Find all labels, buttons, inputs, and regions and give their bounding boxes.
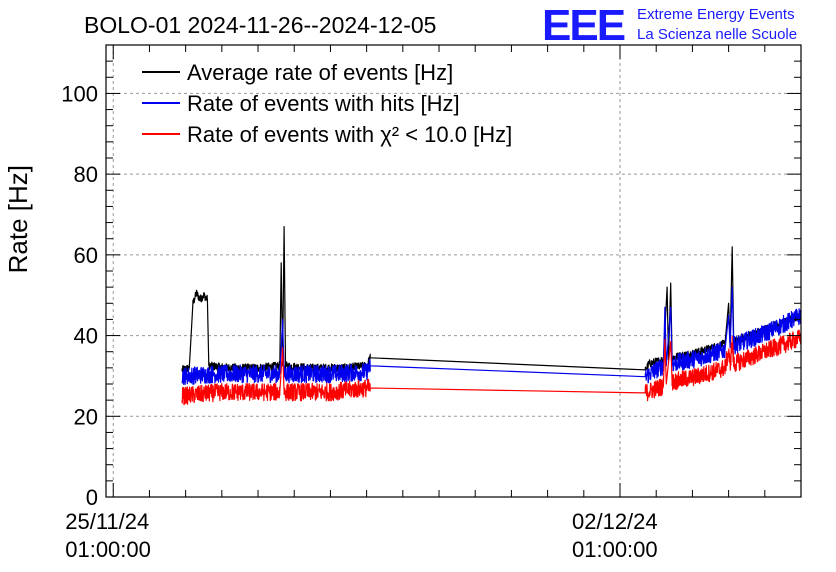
legend-entry-2: Rate of events with hits [Hz]	[187, 91, 460, 116]
series-line-2	[181, 286, 802, 386]
y-tick-label: 60	[74, 243, 98, 268]
y-tick-label: 100	[61, 81, 98, 106]
series-layer	[181, 226, 802, 406]
logo-line-2: La Scienza nelle Scuole	[637, 26, 797, 43]
y-tick-label: 80	[74, 162, 98, 187]
logo-mark: EEE	[542, 1, 625, 50]
eee-logo: EEE Extreme Energy Events La Scienza nel…	[542, 1, 797, 50]
series-line-3	[181, 329, 802, 406]
y-axis-label: Rate [Hz]	[3, 165, 33, 273]
x-tick-label-time: 01:00:00	[572, 537, 658, 562]
grid-lines	[106, 45, 801, 497]
y-tick-label: 20	[74, 404, 98, 429]
x-tick-label-date: 25/11/24	[65, 509, 149, 534]
series-line-1	[181, 226, 802, 373]
x-tick-label-time: 01:00:00	[65, 537, 151, 562]
legend-entry-3: Rate of events with χ² < 10.0 [Hz]	[187, 122, 512, 147]
y-tick-label: 0	[86, 485, 98, 510]
y-tick-label: 40	[74, 324, 98, 349]
axis-layer: 0 20 40 60 80 100 25/11/24 01:00:00 02/12/24 01:0…	[61, 44, 802, 562]
legend: Average rate of events [Hz] Rate of event…	[142, 60, 512, 147]
x-tick-label-date: 02/12/24	[572, 509, 658, 534]
legend-entry-1: Average rate of events [Hz]	[187, 60, 453, 85]
chart-title: BOLO-01 2024-11-26--2024-12-05	[84, 12, 436, 38]
logo-line-1: Extreme Energy Events	[637, 6, 795, 23]
